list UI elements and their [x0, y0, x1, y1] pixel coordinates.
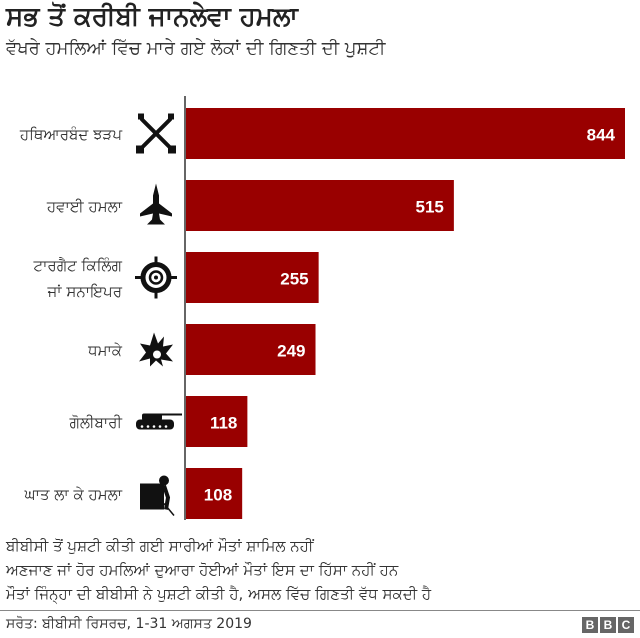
bar — [186, 108, 625, 159]
bar-value-label: 108 — [204, 486, 232, 505]
footer-divider — [0, 610, 640, 611]
bar-value-label: 249 — [277, 342, 305, 361]
explosion-icon — [139, 332, 173, 367]
category-label: ਟਾਰਗੈਟ ਕਿਲਿੰਗ — [33, 257, 123, 275]
bar-value-label: 118 — [210, 414, 237, 433]
category-label: ਘਾਤ ਲਾ ਕੇ ਹਮਲਾ — [23, 486, 122, 504]
bar-value-label: 255 — [280, 270, 308, 289]
logo-letter: C — [618, 617, 634, 633]
bar — [186, 396, 248, 447]
category-label: ਹਵਾਈ ਹਮਲਾ — [46, 198, 123, 216]
note-line: ਮੌਤਾਂ ਜਿੰਨ੍ਹਾ ਦੀ ਬੀਬੀਸੀ ਨੇ ਪੁਸ਼ਟੀ ਕੀਤੀ ਹ… — [6, 585, 432, 603]
chart-title: ਸਭ ਤੋਂ ਕਰੀਬੀ ਜਾਨਲੇਵਾ ਹਮਲਾ — [6, 2, 298, 32]
bar — [186, 180, 454, 231]
chart-subtitle: ਵੱਖਰੇ ਹਮਲਿਆਂ ਵਿੱਚ ਮਾਰੇ ਗਏ ਲੋਕਾਂ ਦੀ ਗਿਣਤੀ… — [6, 38, 386, 59]
fighter-jet-icon — [140, 183, 172, 225]
logo-letter: B — [582, 617, 598, 633]
bar — [186, 324, 316, 375]
bar-value-label: 844 — [587, 126, 616, 145]
category-label: ਧਮਾਕੇ — [87, 342, 123, 360]
bar — [186, 252, 319, 303]
crossed-rifles-icon — [136, 113, 176, 154]
note-line: ਬੀਬੀਸੀ ਤੋਂ ਪੁਸ਼ਟੀ ਕੀਤੀ ਗਈ ਸਾਰੀਆਂ ਮੌਤਾਂ ਸ… — [6, 537, 314, 555]
category-label: ਗੋਲੀਬਾਰੀ — [68, 414, 122, 432]
source-text: ਸਰੋਤ: ਬੀਬੀਸੀ ਰਿਸਰਚ, 1-31 ਅਗਸਤ 2019 — [6, 616, 252, 632]
bbc-logo: B B C — [582, 617, 634, 633]
category-label: ਹਥਿਆਰਬੰਦ ਝੜਪ — [19, 126, 122, 144]
bar-value-label: 515 — [415, 198, 443, 217]
logo-letter: B — [600, 617, 616, 633]
ambush-icon — [140, 475, 175, 516]
bar — [186, 468, 243, 519]
tank-icon — [136, 413, 182, 430]
note-line: ਅਣਜਾਣ ਜਾਂ ਹੋਰ ਹਮਲਿਆਂ ਦੁਆਰਾ ਹੋਈਆਂ ਮੌਤਾਂ ਇ… — [6, 561, 399, 579]
crosshair-icon — [135, 256, 177, 299]
notes: ਬੀਬੀਸੀ ਤੋਂ ਪੁਸ਼ਟੀ ਕੀਤੀ ਗਈ ਸਾਰੀਆਂ ਮੌਤਾਂ ਸ… — [6, 534, 431, 606]
category-label: ਜਾਂ ਸਨਾਇਪਰ — [47, 283, 123, 301]
bar-chart: 844 ਹਥਿਆਰਬੰਦ ਝੜਪ 515 ਹਵਾਈ ਹਮਲਾ 255 ਟਾਰਗੈਟ ਕਿਲ… — [19, 96, 625, 520]
